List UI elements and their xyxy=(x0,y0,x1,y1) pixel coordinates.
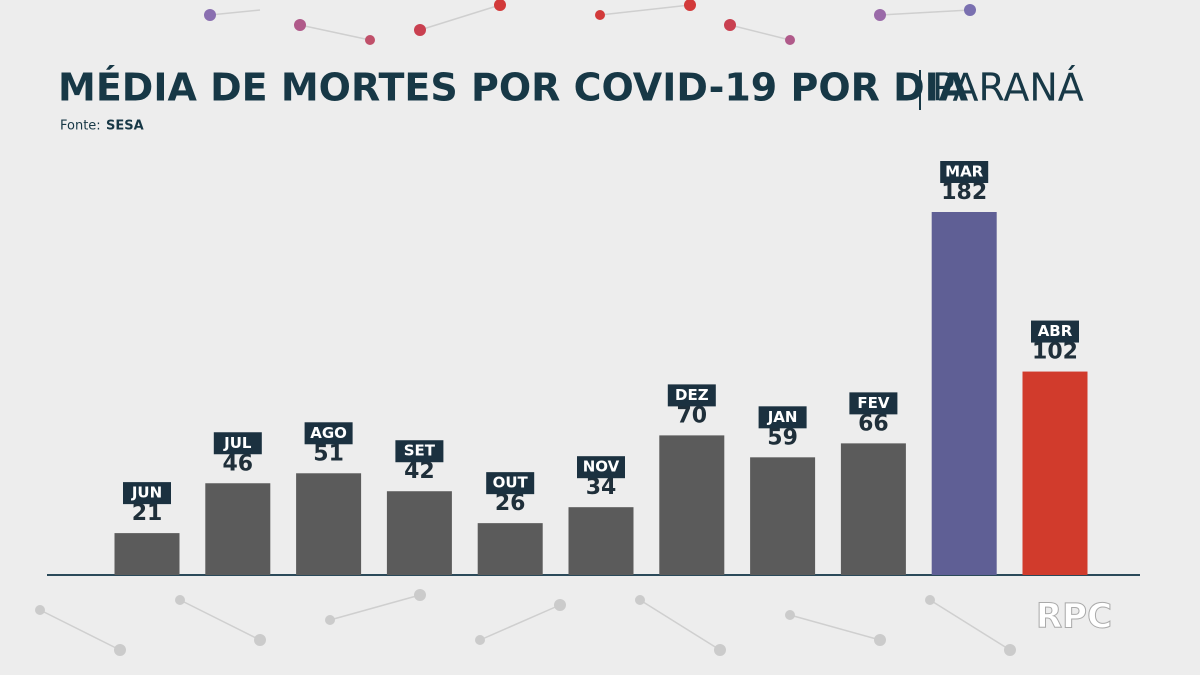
value-label: 70 xyxy=(676,403,707,428)
category-label: AGO xyxy=(310,424,347,442)
bar xyxy=(1022,371,1088,575)
source-label: Fonte: xyxy=(60,119,101,134)
label-box xyxy=(213,432,262,455)
category-label: JUN xyxy=(131,484,162,502)
region: PARANÁ xyxy=(932,66,1084,110)
category-label: JAN xyxy=(767,408,798,426)
bar xyxy=(931,212,997,575)
label-box xyxy=(304,422,353,445)
bar xyxy=(750,457,816,575)
bar xyxy=(840,443,906,575)
value-label: 102 xyxy=(1032,340,1078,365)
category-label: DEZ xyxy=(675,386,709,404)
source: SESA xyxy=(106,119,144,134)
label-box xyxy=(849,392,898,415)
watermark: RPC xyxy=(1036,597,1112,637)
bar xyxy=(477,523,543,575)
label-box xyxy=(577,456,625,479)
value-label: 42 xyxy=(404,459,435,484)
value-label: 59 xyxy=(767,425,798,450)
category-label: NOV xyxy=(583,458,620,476)
bar xyxy=(659,435,725,575)
category-label: JUL xyxy=(223,434,252,452)
label-box xyxy=(395,440,444,463)
label-box xyxy=(940,161,989,183)
bar xyxy=(114,533,180,575)
value-label: 51 xyxy=(313,441,344,466)
label-box xyxy=(123,482,171,505)
bar xyxy=(205,483,271,575)
value-label: 26 xyxy=(495,491,526,516)
category-label: ABR xyxy=(1038,322,1073,340)
bar xyxy=(296,473,362,575)
bar xyxy=(386,491,452,575)
chart-title: MÉDIA DE MORTES POR COVID-19 POR DIA xyxy=(58,66,969,110)
label-box xyxy=(667,384,716,407)
label-box xyxy=(758,406,807,429)
decoration xyxy=(35,0,1016,656)
category-label: MAR xyxy=(945,163,984,181)
label-box xyxy=(1031,320,1079,343)
category-label: SET xyxy=(404,442,436,460)
category-label: OUT xyxy=(493,474,529,492)
value-label: 66 xyxy=(858,411,889,436)
category-label: FEV xyxy=(857,394,889,412)
value-label: 34 xyxy=(586,475,617,500)
label-box xyxy=(486,472,535,495)
value-label: 21 xyxy=(132,501,163,526)
value-label: 182 xyxy=(941,180,987,205)
bar xyxy=(568,507,634,575)
value-label: 46 xyxy=(222,451,253,476)
